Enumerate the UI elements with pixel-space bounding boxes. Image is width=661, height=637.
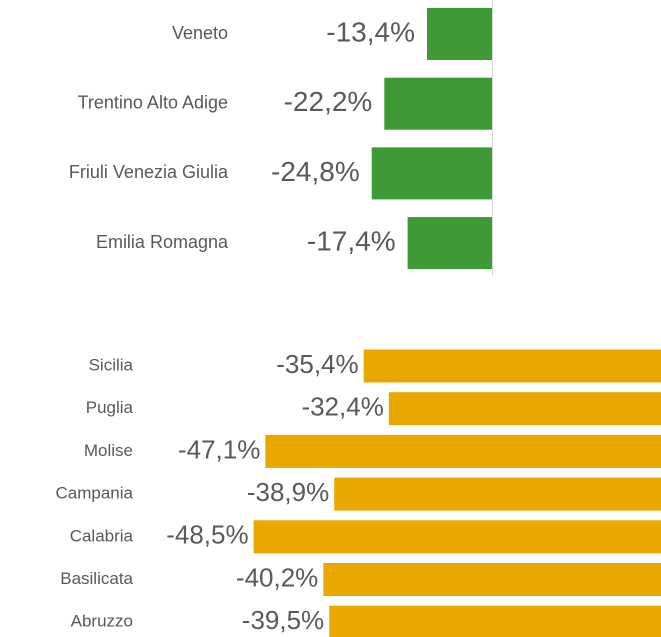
value-label: -32,4%: [301, 392, 383, 422]
value-label: -35,4%: [276, 349, 358, 379]
value-label: -47,1%: [178, 434, 260, 464]
bar: [427, 8, 492, 60]
bar: [334, 477, 661, 511]
category-label: Emilia Romagna: [96, 232, 229, 252]
category-label: Veneto: [172, 23, 228, 43]
category-label: Abruzzo: [71, 612, 133, 631]
category-label: Puglia: [86, 398, 134, 417]
bar: [371, 147, 492, 200]
bar: [253, 520, 661, 554]
bar: [329, 605, 661, 637]
category-label: Campania: [56, 484, 134, 503]
category-label: Friuli Venezia Giulia: [69, 162, 229, 182]
value-label: -17,4%: [307, 225, 396, 256]
category-label: Sicilia: [89, 355, 134, 374]
bar: [384, 77, 492, 130]
value-label: -39,5%: [242, 605, 324, 635]
bar: [265, 434, 661, 468]
category-label: Trentino Alto Adige: [78, 92, 228, 112]
bar: [363, 349, 661, 383]
bar: [323, 563, 661, 596]
value-label: -38,9%: [247, 477, 329, 507]
bar: [388, 392, 661, 426]
value-label: -24,8%: [271, 156, 360, 187]
bar: [407, 217, 492, 270]
category-label: Molise: [84, 441, 133, 460]
value-label: -22,2%: [284, 86, 373, 117]
value-label: -40,2%: [236, 562, 318, 592]
category-label: Calabria: [70, 526, 134, 545]
value-label: -48,5%: [166, 520, 248, 550]
value-label: -13,4%: [326, 16, 415, 47]
category-label: Basilicata: [60, 569, 133, 588]
